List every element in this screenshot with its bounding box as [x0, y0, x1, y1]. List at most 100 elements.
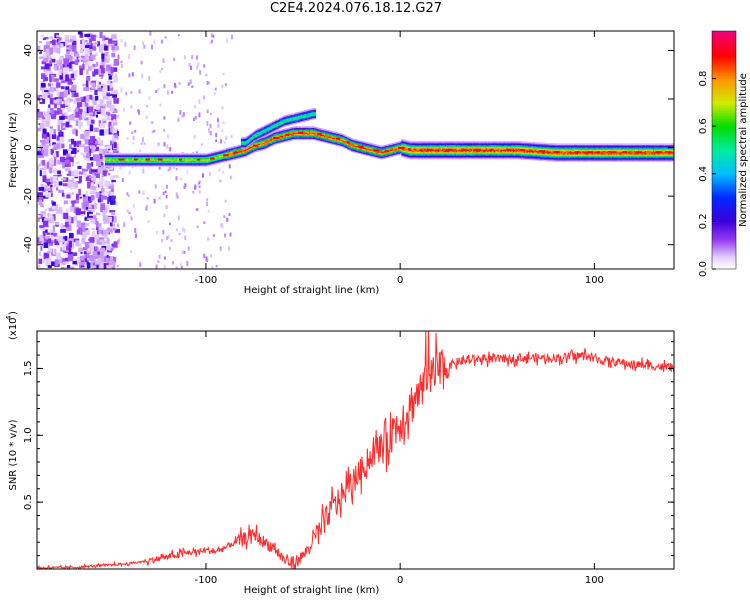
heatmap-cell	[352, 147, 355, 149]
heatmap-cell	[107, 160, 110, 162]
heatmap-cell	[446, 145, 448, 148]
heatmap-cell	[436, 148, 439, 150]
heatmap-cell	[261, 141, 264, 144]
heatmap-cell	[124, 160, 126, 162]
heatmap-cell	[419, 142, 421, 144]
heatmap-cell	[389, 154, 391, 157]
heatmap-cell	[95, 140, 98, 145]
heatmap-cell	[87, 42, 92, 46]
heatmap-cell	[210, 33, 213, 38]
heatmap-cell	[107, 155, 110, 158]
heatmap-cell	[438, 145, 440, 148]
heatmap-cell	[140, 153, 143, 155]
heatmap-cell	[352, 149, 355, 152]
heatmap-cell	[450, 157, 453, 160]
heatmap-cell	[489, 143, 492, 145]
heatmap-cell	[171, 156, 174, 159]
heatmap-cell	[257, 141, 259, 144]
heatmap-cell	[370, 149, 372, 151]
heatmap-cell	[455, 143, 458, 145]
heatmap-cell	[367, 153, 370, 155]
heatmap-cell	[96, 239, 102, 245]
heatmap-cell	[402, 154, 405, 157]
heatmap-cell	[277, 132, 280, 135]
heatmap-cell	[412, 153, 414, 155]
heatmap-cell	[368, 153, 371, 156]
heatmap-cell	[473, 155, 476, 158]
heatmap-cell	[99, 123, 106, 128]
heatmap-cell	[54, 102, 57, 109]
heatmap-cell	[243, 149, 246, 152]
heatmap-cell	[405, 148, 408, 150]
heatmap-cell	[466, 155, 469, 158]
heatmap-cell	[232, 147, 235, 150]
heatmap-cell	[283, 139, 285, 142]
heatmap-cell	[280, 139, 283, 141]
heatmap-cell	[283, 141, 285, 143]
heatmap-cell	[185, 160, 187, 162]
heatmap-cell	[394, 152, 397, 154]
heatmap-cell	[80, 211, 86, 215]
heatmap-cell	[128, 165, 130, 167]
heatmap-cell	[197, 155, 200, 158]
heatmap-cell	[446, 151, 448, 154]
heatmap-cell	[355, 144, 357, 146]
heatmap-cell	[132, 163, 134, 166]
heatmap-cell	[126, 163, 129, 166]
heatmap-cell	[476, 157, 478, 160]
heatmap-cell	[107, 161, 110, 164]
heatmap-cell	[205, 159, 208, 161]
heatmap-cell	[79, 144, 85, 148]
heatmap-cell	[507, 140, 510, 143]
heatmap-cell	[416, 157, 419, 160]
heatmap-cell	[251, 143, 254, 146]
heatmap-cell	[448, 153, 451, 155]
heatmap-cell	[125, 153, 128, 155]
heatmap-cell	[312, 138, 315, 141]
heatmap-cell	[269, 143, 272, 145]
heatmap-cell	[242, 151, 245, 153]
heatmap-cell	[243, 152, 246, 154]
heatmap-cell	[288, 139, 291, 142]
heatmap-cell	[98, 82, 102, 85]
heatmap-cell	[412, 156, 414, 159]
heatmap-cell	[215, 155, 217, 158]
heatmap-cell	[153, 198, 156, 204]
heatmap-cell	[291, 136, 293, 139]
heatmap-cell	[77, 102, 83, 108]
heatmap-cell	[113, 161, 115, 164]
heatmap-cell	[387, 144, 390, 146]
heatmap-cell	[76, 181, 82, 184]
heatmap-cell	[414, 146, 417, 149]
heatmap-cell	[340, 142, 342, 145]
heatmap-cell	[300, 126, 303, 128]
heatmap-cell	[109, 157, 111, 160]
heatmap-cell	[153, 161, 156, 164]
heatmap-cell	[269, 134, 272, 137]
heatmap-cell	[268, 142, 270, 145]
heatmap-cell	[333, 133, 336, 136]
heatmap-cell	[378, 154, 380, 157]
heatmap-cell	[283, 131, 285, 133]
heatmap-cell	[238, 154, 240, 157]
heatmap-cell	[118, 162, 121, 165]
heatmap-cell	[280, 136, 283, 139]
heatmap-cell	[466, 149, 469, 152]
heatmap-cell	[262, 141, 265, 143]
heatmap-cell	[413, 151, 416, 154]
heatmap-cell	[439, 143, 442, 145]
heatmap-cell	[491, 154, 493, 156]
heatmap-cell	[202, 154, 205, 156]
heatmap-cell	[433, 153, 436, 155]
heatmap-cell	[215, 159, 217, 161]
heatmap-cell	[452, 149, 455, 152]
heatmap-cell	[216, 154, 219, 156]
heatmap-cell	[49, 98, 55, 105]
heatmap-cell	[68, 164, 72, 168]
heatmap-cell	[455, 146, 458, 149]
heatmap-cell	[292, 135, 295, 137]
heatmap-cell	[113, 155, 115, 158]
heatmap-cell	[37, 145, 40, 148]
heatmap-cell	[485, 149, 488, 152]
heatmap-cell	[255, 140, 258, 143]
